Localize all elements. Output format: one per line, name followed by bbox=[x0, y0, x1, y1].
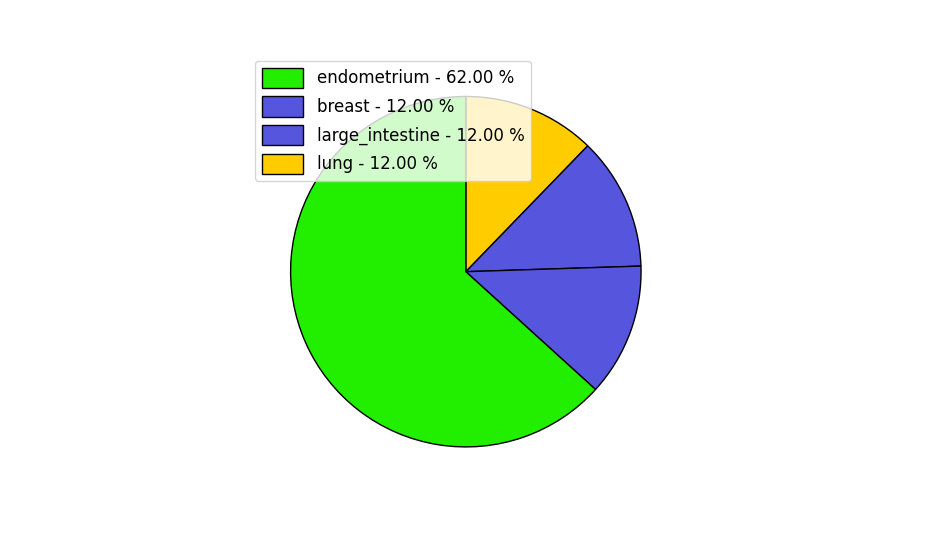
Wedge shape bbox=[290, 96, 595, 447]
Wedge shape bbox=[466, 266, 641, 390]
Legend: endometrium - 62.00 %, breast - 12.00 %, large_intestine - 12.00 %, lung - 12.00: endometrium - 62.00 %, breast - 12.00 %,… bbox=[255, 61, 531, 181]
Wedge shape bbox=[466, 146, 641, 272]
Wedge shape bbox=[466, 96, 588, 272]
